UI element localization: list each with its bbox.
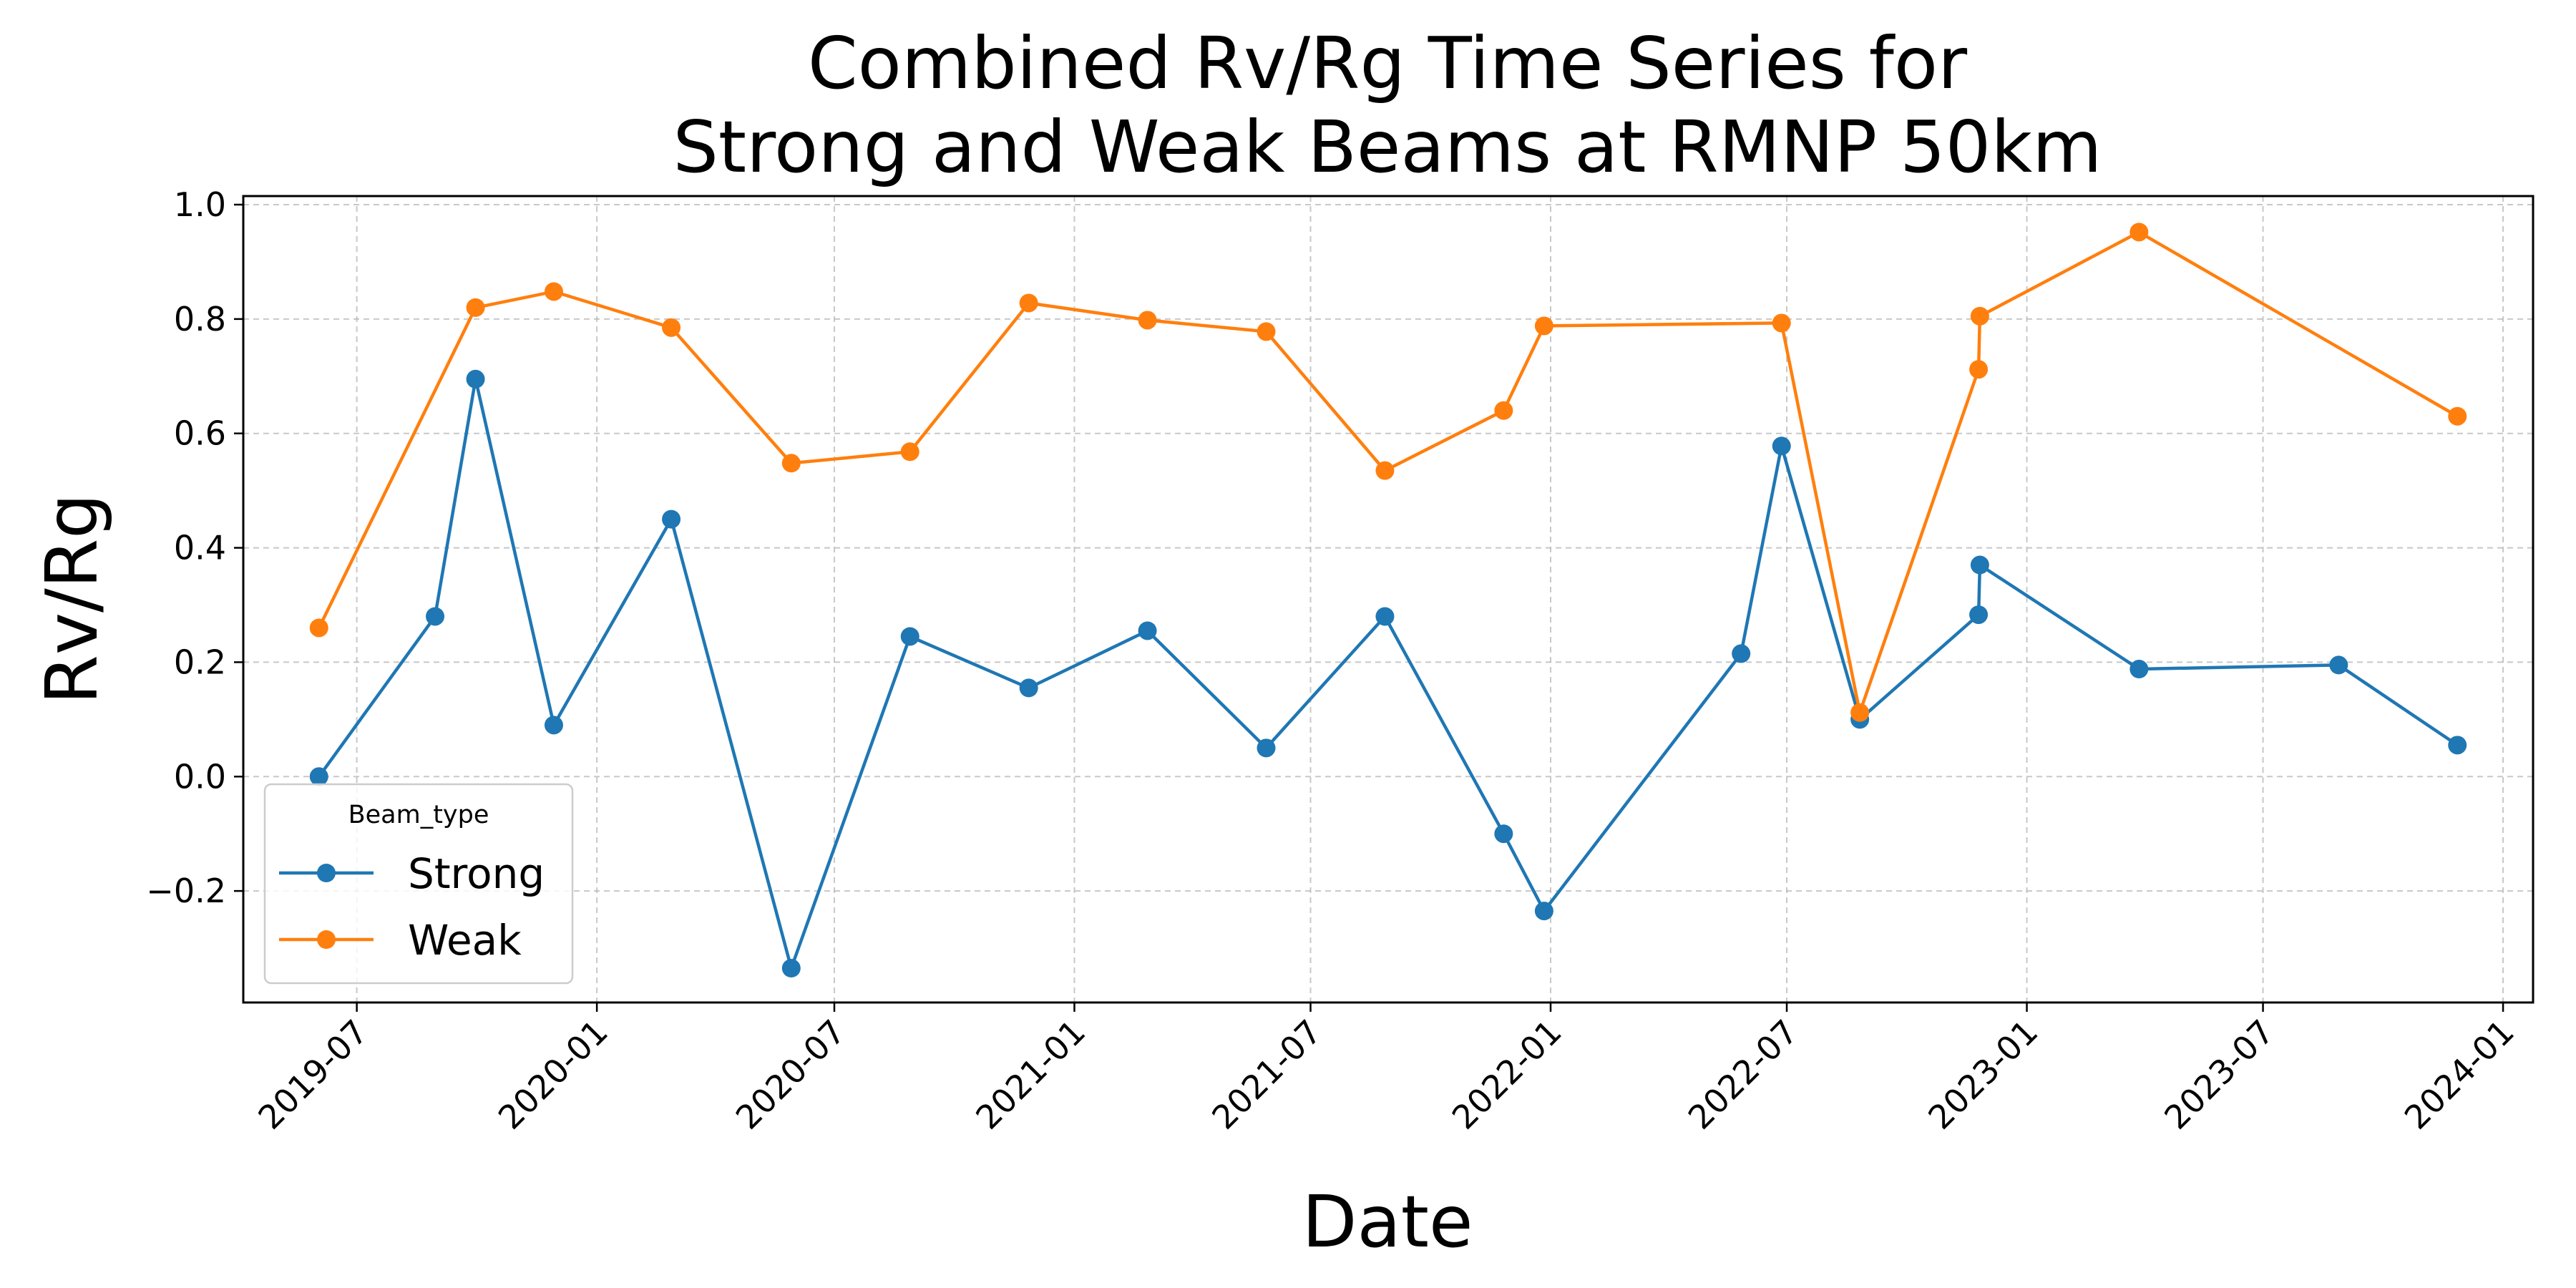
data-point-weak	[2129, 223, 2149, 242]
y-tick-label: 1.0	[174, 185, 226, 224]
legend: Beam_type Strong Weak	[263, 783, 574, 985]
legend-label-strong: Strong	[408, 849, 545, 898]
data-point-weak	[1970, 306, 1989, 326]
y-tick-label: 0.0	[174, 757, 226, 796]
data-point-strong	[1970, 555, 1989, 575]
data-point-weak	[1375, 461, 1395, 480]
y-axis: −0.2 0.0 0.2 0.4 0.6 0.8 1.0	[146, 185, 243, 910]
data-point-weak	[1772, 313, 1791, 333]
data-point-strong	[1494, 824, 1513, 844]
data-point-weak	[544, 282, 563, 301]
data-point-weak	[900, 442, 919, 462]
data-point-strong	[2129, 660, 2149, 679]
data-point-strong	[2448, 736, 2467, 755]
data-point-weak	[1969, 360, 1989, 379]
legend-box	[263, 783, 574, 985]
data-point-weak	[2448, 406, 2467, 426]
data-point-weak	[1138, 311, 1157, 330]
data-point-weak	[781, 454, 801, 473]
y-tick-label: −0.2	[146, 872, 226, 910]
data-point-strong	[662, 509, 681, 529]
data-point-weak	[1494, 401, 1513, 420]
data-point-strong	[1772, 436, 1791, 456]
series-weak	[309, 223, 2467, 722]
data-point-strong	[2329, 655, 2348, 675]
chart-title-line-1: Combined Rv/Rg Time Series for	[808, 21, 1968, 105]
data-point-strong	[1969, 605, 1989, 625]
data-point-weak	[1019, 293, 1038, 313]
data-point-strong	[1534, 902, 1553, 921]
legend-label-weak: Weak	[408, 916, 522, 965]
data-point-strong	[1138, 621, 1157, 640]
data-point-strong	[1257, 738, 1276, 758]
legend-title: Beam_type	[348, 801, 489, 829]
data-point-weak	[1850, 703, 1870, 722]
data-point-strong	[466, 369, 485, 389]
legend-marker-strong	[317, 864, 336, 882]
data-point-weak	[1534, 316, 1553, 336]
legend-entries: Strong Weak	[279, 849, 545, 965]
y-tick-label: 0.4	[174, 529, 226, 567]
data-point-weak	[1257, 322, 1276, 341]
y-tick-label: 0.8	[174, 300, 226, 338]
data-point-strong	[544, 716, 563, 735]
series-layer	[309, 223, 2467, 978]
chart-title: Combined Rv/Rg Time Series for Strong an…	[673, 21, 2102, 189]
y-tick-label: 0.2	[174, 643, 226, 681]
data-point-strong	[1375, 607, 1395, 626]
data-point-strong	[781, 959, 801, 978]
plot-frame	[242, 195, 2534, 1004]
data-point-strong	[309, 767, 328, 786]
data-point-weak	[662, 318, 681, 337]
x-axis-label: Date	[1302, 1180, 1473, 1264]
y-tick-label: 0.6	[174, 414, 226, 453]
data-point-strong	[1732, 644, 1751, 663]
y-axis-label: Rv/Rg	[30, 493, 114, 704]
grid	[243, 196, 2533, 1002]
data-point-weak	[309, 618, 328, 638]
legend-marker-weak	[317, 930, 336, 949]
chart-title-line-2: Strong and Weak Beams at RMNP 50km	[673, 105, 2102, 189]
data-point-weak	[466, 298, 485, 317]
data-point-strong	[426, 607, 445, 626]
data-point-strong	[1019, 678, 1038, 698]
data-point-strong	[900, 627, 919, 646]
